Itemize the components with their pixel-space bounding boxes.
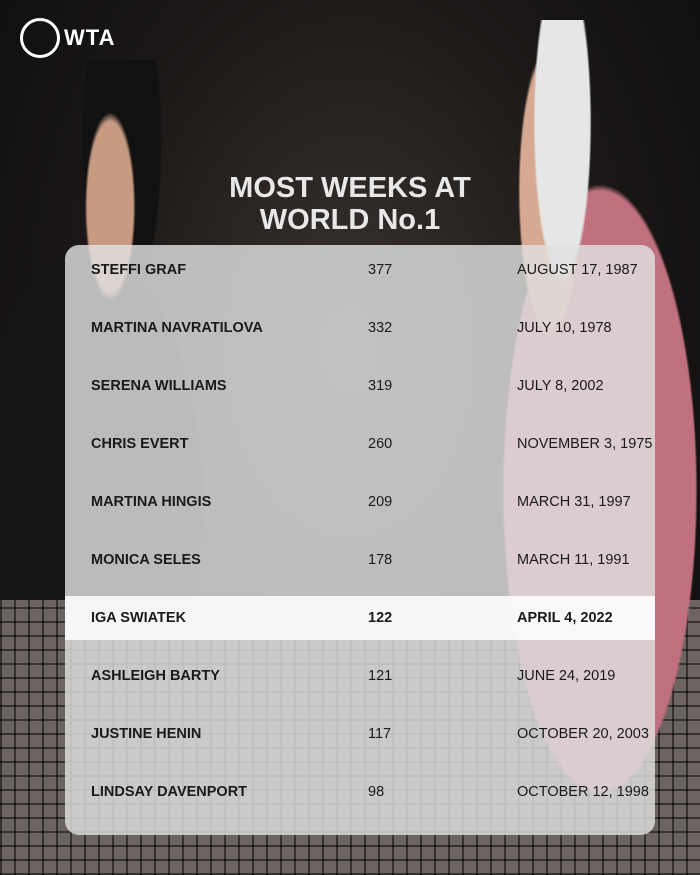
- weeks-count: 377: [368, 262, 393, 278]
- table-row: ASHLEIGH BARTY 121 JUNE 24, 2019: [65, 654, 655, 698]
- table-row: IGA SWIATEK 122 APRIL 4, 2022: [65, 596, 655, 640]
- weeks-count: 117: [368, 726, 392, 742]
- table-row: SERENA WILLIAMS 319 JULY 8, 2002: [65, 364, 655, 408]
- first-reached-date: OCTOBER 20, 2003: [517, 726, 649, 742]
- page-title: MOST WEEKS AT WORLD No.1: [0, 172, 700, 236]
- player-name: MONICA SELES: [91, 552, 201, 568]
- player-name: JUSTINE HENIN: [91, 726, 202, 742]
- player-name: STEFFI GRAF: [91, 262, 187, 278]
- table-row: CHRIS EVERT 260 NOVEMBER 3, 1975: [65, 422, 655, 466]
- player-name: LINDSAY DAVENPORT: [91, 784, 248, 800]
- first-reached-date: JULY 8, 2002: [517, 378, 604, 394]
- first-reached-date: NOVEMBER 3, 1975: [517, 436, 653, 452]
- player-name: MARTINA NAVRATILOVA: [91, 320, 263, 336]
- first-reached-date: OCTOBER 12, 1998: [517, 784, 649, 800]
- first-reached-date: APRIL 4, 2022: [517, 610, 613, 626]
- rankings-table: STEFFI GRAF 377 AUGUST 17, 1987 MARTINA NAV…: [65, 245, 655, 835]
- weeks-count: 209: [368, 494, 393, 510]
- table-row: MARTINA HINGIS 209 MARCH 31, 1997: [65, 480, 655, 524]
- weeks-count: 98: [368, 784, 385, 800]
- wta-logo: WTA: [20, 18, 115, 58]
- weeks-count: 121: [368, 668, 393, 684]
- first-reached-date: JULY 10, 1978: [517, 320, 612, 336]
- title-line-1: MOST WEEKS AT: [229, 172, 471, 204]
- weeks-count: 332: [368, 320, 393, 336]
- table-row: JUSTINE HENIN 117 OCTOBER 20, 2003: [65, 712, 655, 756]
- player-name: ASHLEIGH BARTY: [91, 668, 220, 684]
- player-name: IGA SWIATEK: [91, 610, 187, 626]
- first-reached-date: JUNE 24, 2019: [517, 668, 616, 684]
- table-row: MARTINA NAVRATILOVA 332 JULY 10, 1978: [65, 306, 655, 350]
- table-row: MONICA SELES 178 MARCH 11, 1991: [65, 538, 655, 582]
- weeks-count: 178: [368, 552, 393, 568]
- weeks-count: 260: [368, 436, 393, 452]
- table-row: STEFFI GRAF 377 AUGUST 17, 1987: [65, 248, 655, 292]
- title-line-2: WORLD No.1: [259, 204, 441, 236]
- player-name: CHRIS EVERT: [91, 436, 189, 452]
- player-name: SERENA WILLIAMS: [91, 378, 227, 394]
- first-reached-date: MARCH 31, 1997: [517, 494, 631, 510]
- weeks-count: 122: [368, 610, 393, 626]
- weeks-count: 319: [368, 378, 393, 394]
- first-reached-date: AUGUST 17, 1987: [517, 262, 638, 278]
- first-reached-date: MARCH 11, 1991: [517, 552, 630, 568]
- wta-logo-icon: [20, 18, 60, 58]
- player-name: MARTINA HINGIS: [91, 494, 212, 510]
- logo-text: WTA: [64, 25, 116, 50]
- table-row: LINDSAY DAVENPORT 98 OCTOBER 12, 1998: [65, 770, 655, 814]
